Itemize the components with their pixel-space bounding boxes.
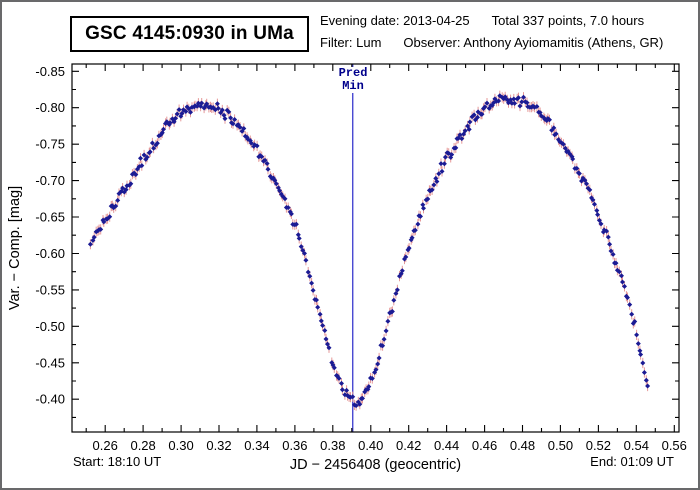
- header-line-2: Filter: Lum Observer: Anthony Ayiomamiti…: [320, 35, 663, 50]
- chart-title: GSC 4145:0930 in UMa: [85, 23, 294, 44]
- x-axis-title: JD − 2456408 (geocentric): [290, 457, 461, 473]
- x-tick-label: 0.38: [320, 438, 345, 453]
- pred-min-line2: Min: [342, 79, 364, 93]
- end-time-label: End: 01:09 UT: [590, 454, 674, 469]
- x-tick-label: 0.32: [206, 438, 231, 453]
- y-tick-label: -0.70: [35, 173, 65, 188]
- y-tick-label: -0.60: [35, 246, 65, 261]
- x-tick-label: 0.48: [510, 438, 535, 453]
- total-points-label: Total 337 points, 7.0 hours: [491, 13, 645, 28]
- start-time-label: Start: 18:10 UT: [73, 454, 162, 469]
- x-tick-label: 0.56: [662, 438, 687, 453]
- x-tick-label: 0.46: [472, 438, 497, 453]
- y-tick-label: -0.65: [35, 210, 65, 225]
- y-tick-label: -0.40: [35, 392, 65, 407]
- data-points: [87, 93, 651, 409]
- y-tick-label: -0.45: [35, 355, 65, 370]
- x-tick-label: 0.54: [624, 438, 649, 453]
- y-tick-label: -0.55: [35, 282, 65, 297]
- axis-ticks: [72, 64, 679, 432]
- chart-title-box: GSC 4145:0930 in UMa: [70, 16, 309, 52]
- x-tick-label: 0.52: [586, 438, 611, 453]
- pred-min-line1: Pred: [338, 66, 368, 80]
- filter-label: Filter: Lum: [320, 35, 382, 50]
- x-tick-label: 0.28: [130, 438, 155, 453]
- y-axis-title: Var. − Comp. [mag]: [7, 186, 23, 310]
- x-tick-label: 0.26: [93, 438, 118, 453]
- x-tick-label: 0.50: [548, 438, 573, 453]
- y-tick-label: -0.75: [35, 137, 65, 152]
- x-tick-label: 0.44: [434, 438, 459, 453]
- x-tick-label: 0.40: [358, 438, 383, 453]
- y-tick-label: -0.80: [35, 100, 65, 115]
- observer-label: Observer: Anthony Ayiomamitis (Athens, G…: [403, 35, 664, 50]
- x-tick-label: 0.42: [396, 438, 421, 453]
- pred-min-annotation: Pred Min: [336, 66, 370, 93]
- y-tick-label: -0.50: [35, 319, 65, 334]
- x-tick-label: 0.30: [168, 438, 193, 453]
- error-bars: [89, 90, 649, 411]
- plot-frame: [71, 63, 680, 433]
- y-tick-label: -0.85: [35, 64, 65, 79]
- x-tick-label: 0.34: [244, 438, 269, 453]
- evening-date-label: Evening date: 2013-04-25: [320, 13, 470, 28]
- x-tick-label: 0.36: [282, 438, 307, 453]
- header-line-1: Evening date: 2013-04-25 Total 337 point…: [320, 13, 644, 28]
